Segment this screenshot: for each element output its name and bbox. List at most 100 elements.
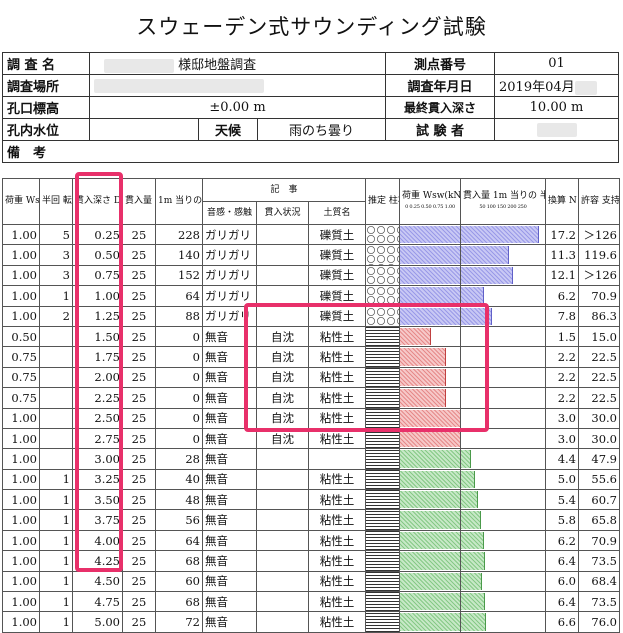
cell-nsw-graph [460, 550, 546, 572]
cell-soil: 粘性土 [308, 346, 366, 368]
cell-pillar [365, 285, 400, 307]
col-soil-header: 土質名 [308, 201, 366, 225]
clay-pattern [366, 409, 399, 428]
col-notes-header: 記 事 [202, 178, 366, 202]
header-table: 調 査 名 様邸地盤調査 測点番号 01 調査場所 調査年月日 2019年04月… [2, 52, 619, 163]
cell-qa: 65.8 [578, 509, 620, 531]
wsw-bar [400, 266, 460, 285]
cell-sound: 無音 [202, 325, 257, 348]
cell-l: 25 [122, 387, 156, 409]
point-no-label: 測点番号 [385, 52, 495, 75]
cell-qa: 15.0 [578, 325, 620, 348]
cell-soil: 粘性土 [308, 366, 366, 389]
table-row: 1.00 1 3.25 25 40 無音 粘性土 5.0 55.6 [2, 468, 620, 491]
wsw-bar [400, 593, 460, 611]
cell-state [256, 611, 309, 633]
cell-sound: 無音 [202, 448, 257, 470]
cell-pillar [365, 448, 400, 470]
cell-na [39, 346, 73, 368]
cell-n-value: 6.2 [545, 529, 579, 552]
location-value [89, 74, 386, 97]
cell-wsw: 1.00 [2, 509, 40, 531]
cell-l: 25 [122, 407, 156, 429]
max-depth-label: 最終貫入深さ [385, 96, 495, 119]
cell-wsw-graph [399, 591, 461, 613]
cell-state [256, 550, 309, 572]
wsw-bar [400, 327, 431, 346]
cell-soil: 粘性土 [308, 509, 366, 531]
cell-na: 2 [39, 305, 73, 327]
cell-n-value: 6.4 [545, 550, 579, 572]
remarks-value [89, 140, 619, 163]
cell-nsw: 40 [155, 468, 203, 491]
cell-sound: ガリガリ [202, 264, 257, 287]
wsw-scale: 0 0.25 0.50 0.75 1.00 [405, 203, 455, 210]
tester-label: 試 験 者 [385, 118, 495, 141]
table-row: 1.00 2 1.25 25 88 ガリガリ 礫質土 7.8 86.3 [2, 305, 620, 327]
cell-wsw-graph [399, 611, 461, 633]
cell-depth: 2.25 [72, 387, 123, 409]
clay-pattern [366, 347, 399, 367]
survey-name-value: 様邸地盤調査 [89, 52, 386, 75]
cell-depth: 3.25 [72, 468, 123, 491]
cell-nsw-graph [460, 366, 546, 389]
cell-pillar [365, 550, 400, 572]
cell-wsw: 0.75 [2, 387, 40, 409]
cell-pillar [365, 570, 400, 593]
col-na-header: 半回 転数 (Na) [39, 178, 73, 225]
max-depth-value: 10.00 m [494, 96, 619, 119]
nsw-scale: 50 100 150 200 250 [479, 203, 527, 210]
cell-depth: 2.50 [72, 407, 123, 429]
cell-nsw-graph [460, 427, 546, 450]
cell-nsw-graph [460, 264, 546, 287]
cell-wsw: 1.00 [2, 305, 40, 327]
cell-nsw: 140 [155, 244, 203, 266]
nsw-bar [461, 226, 539, 244]
cell-qa: 55.6 [578, 468, 620, 491]
cell-qa: 70.9 [578, 285, 620, 307]
cell-nsw-graph [460, 346, 546, 368]
cell-depth: 0.50 [72, 244, 123, 266]
clay-pattern [366, 449, 399, 469]
cell-nsw: 0 [155, 427, 203, 450]
data-rows: 1.00 5 0.25 25 228 ガリガリ 礫質土 17.2 ＞126 1.00 3 0.50 25… [2, 223, 620, 633]
cell-state [256, 285, 309, 307]
cell-na: 1 [39, 285, 73, 307]
cell-wsw: 1.00 [2, 611, 40, 633]
cell-depth: 5.00 [72, 611, 123, 633]
cell-n-value: 4.4 [545, 448, 579, 470]
sounding-data-table: 荷重 Wsw (kN) 半回 転数 (Na) 貫入深さ D (m) 貫入量 L … [2, 178, 620, 633]
location-label: 調査場所 [2, 74, 90, 97]
cell-l: 25 [122, 244, 156, 266]
table-row: 1.00 1 5.00 25 72 無音 粘性土 6.6 76.0 [2, 611, 620, 633]
wsw-bar [400, 552, 460, 570]
clay-pattern [366, 510, 399, 530]
cell-l: 25 [122, 285, 156, 307]
cell-nsw: 68 [155, 591, 203, 613]
nsw-bar [461, 266, 514, 285]
wsw-bar [400, 429, 460, 448]
cell-state: 自沈 [256, 407, 309, 429]
cell-sound: 無音 [202, 346, 257, 368]
cell-qa: 68.4 [578, 570, 620, 593]
cell-nsw-graph [460, 407, 546, 429]
redacted-text [104, 58, 174, 73]
cell-soil: 粘性土 [308, 489, 366, 511]
wsw-bar [400, 307, 460, 325]
clay-pattern [366, 368, 399, 387]
cell-state [256, 570, 309, 593]
gravel-pattern [366, 307, 399, 326]
cell-wsw: 0.75 [2, 366, 40, 389]
cell-n-value: 11.3 [545, 244, 579, 266]
col-nsw-graph-header: 貫入量 1m 当りの 半回転数 Nsw50 100 150 200 250 [460, 178, 546, 225]
cell-sound: 無音 [202, 570, 257, 593]
nsw-bar [461, 246, 510, 264]
cell-qa: ＞126 [578, 264, 620, 287]
cell-nsw-graph [460, 489, 546, 511]
cell-wsw: 0.50 [2, 325, 40, 348]
wsw-bar [400, 613, 460, 631]
col-state-header: 貫入状況 [256, 201, 309, 225]
cell-l: 25 [122, 427, 156, 450]
cell-sound: 無音 [202, 529, 257, 552]
cell-wsw-graph [399, 489, 461, 511]
